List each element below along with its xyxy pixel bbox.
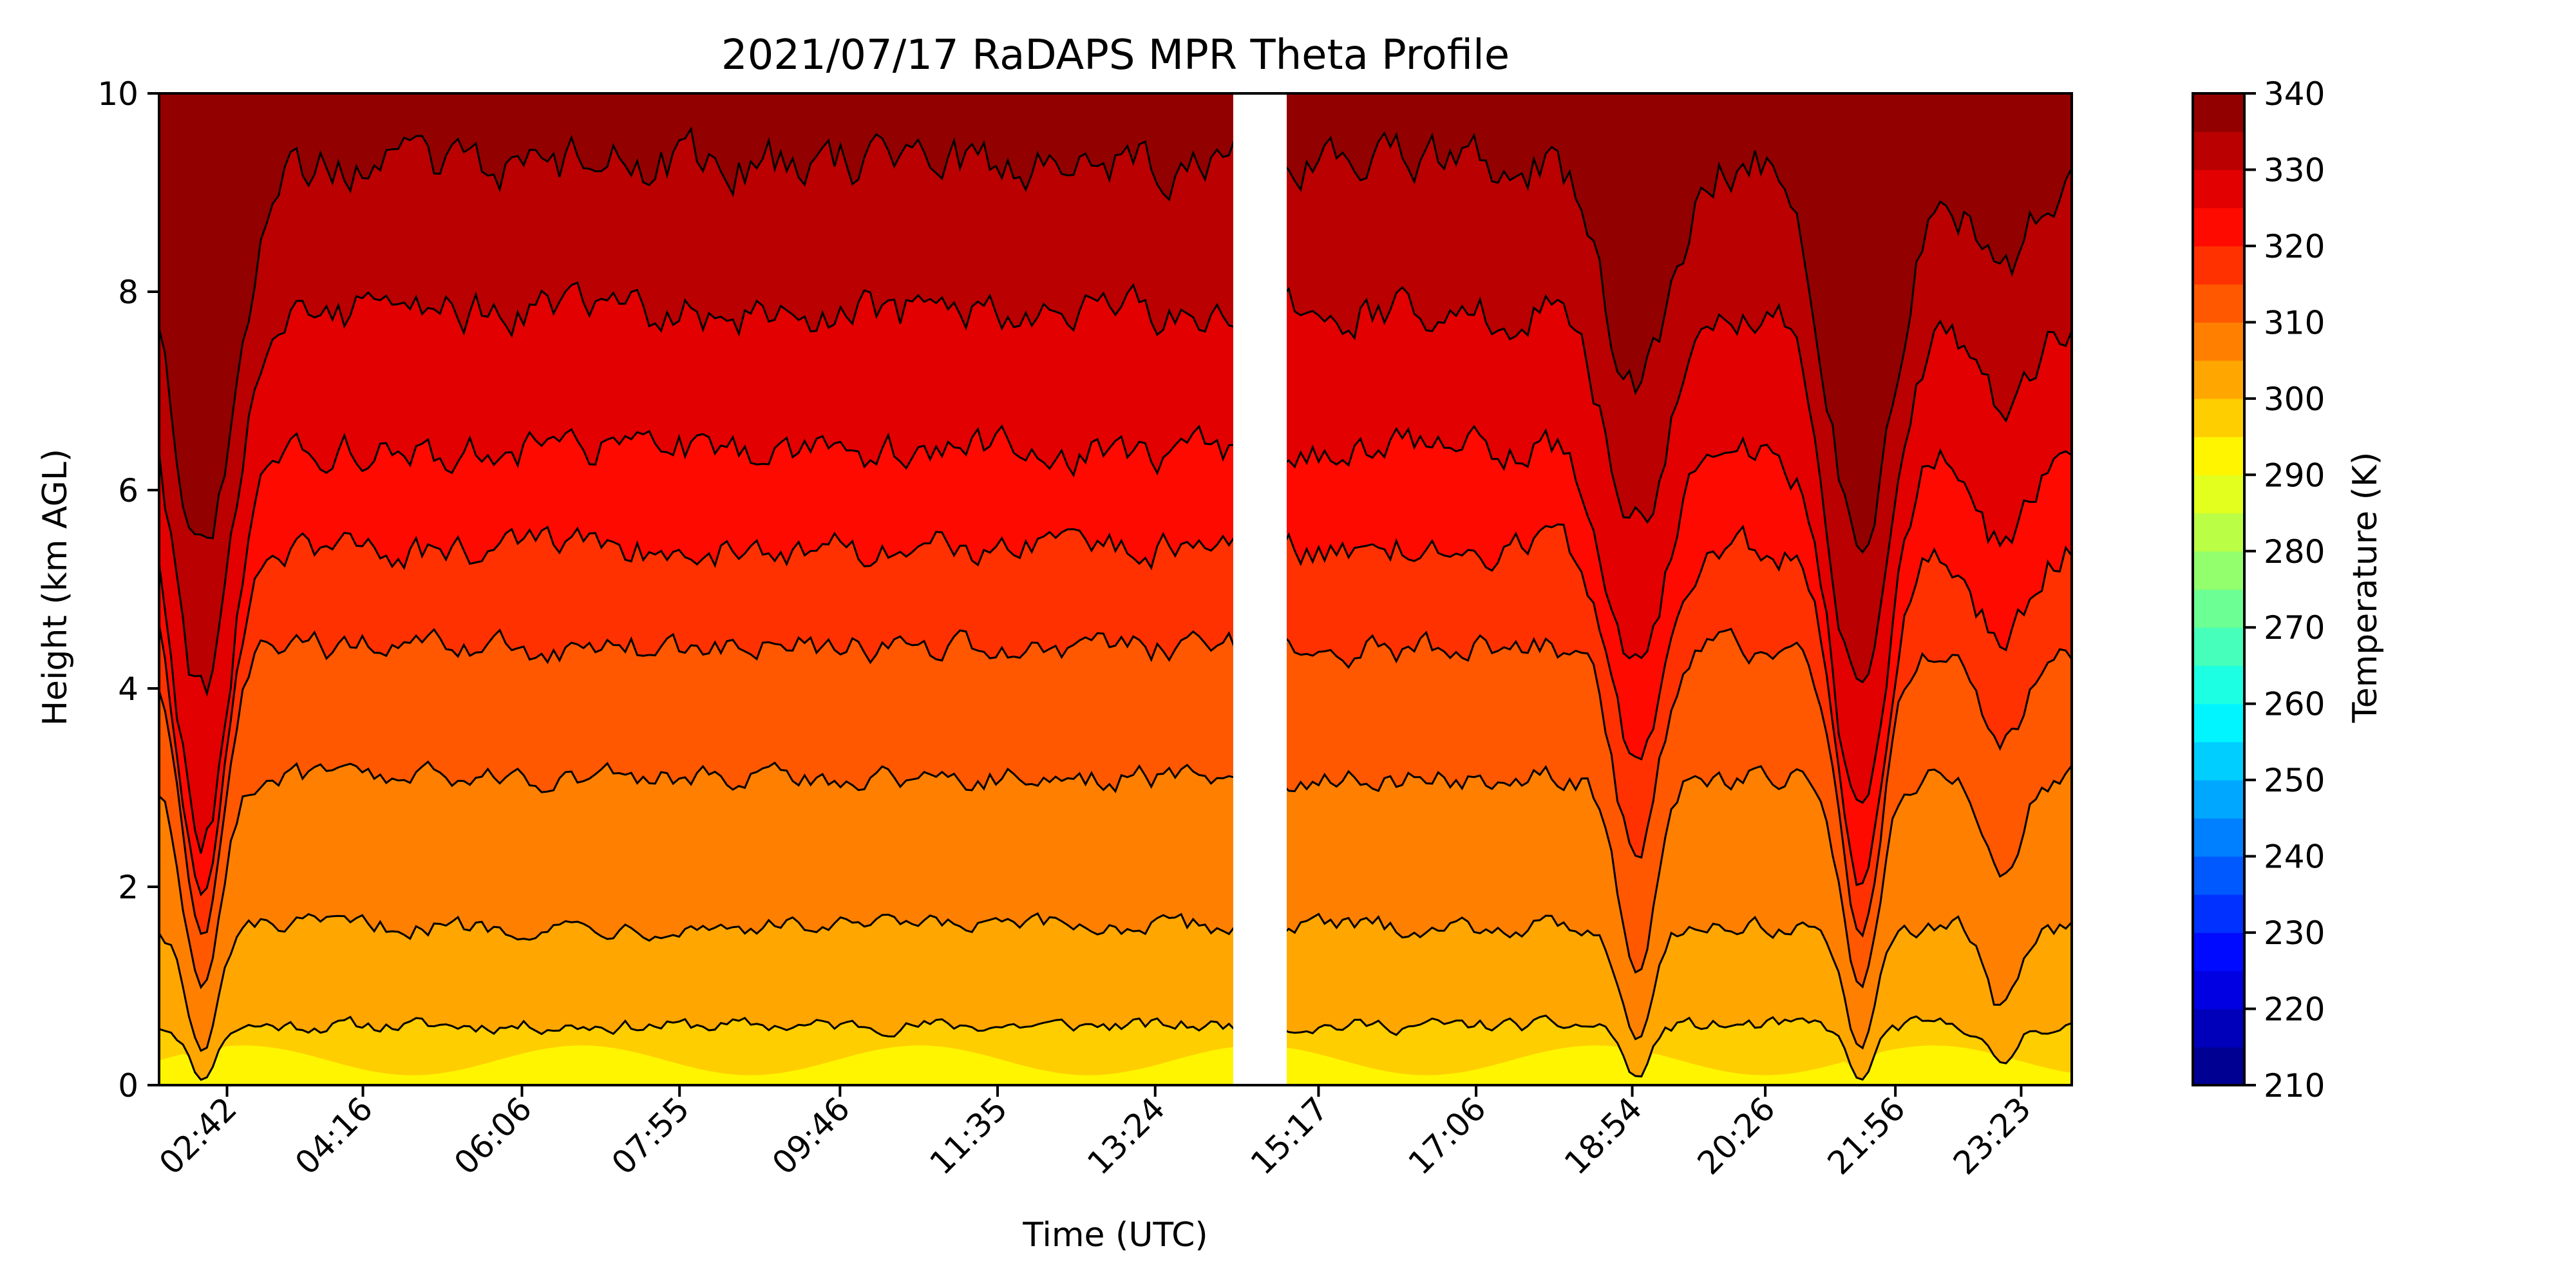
y-tick-label: 0 — [118, 1067, 138, 1104]
y-tick-label: 6 — [118, 472, 138, 509]
y-axis-ticks: 0 2 4 6 8 10 — [97, 75, 159, 1104]
x-axis-label: Time (UTC) — [1022, 1216, 1208, 1255]
colorbar-segment — [2193, 475, 2244, 514]
colorbar-segment — [2193, 1046, 2244, 1086]
colorbar-segment — [2193, 589, 2244, 628]
y-axis-label: Height (km AGL) — [36, 449, 75, 726]
colorbar-tick-label: 340 — [2264, 75, 2325, 113]
colorbar-tick-label: 280 — [2264, 533, 2325, 571]
data-gap-layer — [1233, 93, 1287, 1085]
colorbar-tick-label: 300 — [2264, 381, 2325, 418]
chart-title: 2021/07/17 RaDAPS MPR Theta Profile — [721, 32, 1510, 79]
colorbar-tick-label: 220 — [2264, 991, 2325, 1028]
contour-line-330 — [159, 281, 2072, 697]
plot-frame — [158, 92, 2073, 1086]
colorbar-frame — [2192, 92, 2246, 1086]
colorbar-tick-label: 310 — [2264, 304, 2325, 341]
contour-line-305 — [159, 912, 2072, 1052]
colorbar-segment — [2193, 398, 2244, 437]
colorbar-segment — [2193, 207, 2244, 247]
colorbar: 210 220 230 240 250 260 270 280 290 300 310 320 330 3… — [2192, 75, 2325, 1104]
colorbar-tick-label: 210 — [2264, 1067, 2325, 1104]
colorbar-tick-label: 290 — [2264, 457, 2325, 494]
colorbar-segment — [2193, 971, 2244, 1010]
colorbar-segment — [2193, 741, 2244, 781]
colorbar-tick-label: 270 — [2264, 609, 2325, 647]
contour-line-315 — [159, 627, 2072, 938]
contour-lines — [159, 126, 2072, 1081]
colorbar-segment — [2193, 665, 2244, 705]
colorbar-segment — [2193, 245, 2244, 285]
y-tick-label: 8 — [118, 274, 138, 311]
colorbar-segment — [2193, 93, 2244, 132]
colorbar-segment — [2193, 437, 2244, 475]
colorbar-segment — [2193, 818, 2244, 857]
colorbar-tick-label: 240 — [2264, 838, 2325, 876]
band-surface — [159, 1045, 2072, 1085]
contour-line-300 — [159, 1014, 2072, 1081]
colorbar-tick-label: 330 — [2264, 151, 2325, 189]
contour-line-310 — [159, 760, 2072, 990]
colorbar-segment — [2193, 780, 2244, 819]
colorbar-segment — [2193, 322, 2244, 361]
plot-area — [159, 93, 2072, 1085]
colorbar-segment — [2193, 703, 2244, 743]
colorbar-segment — [2193, 1009, 2244, 1048]
y-tick-label: 4 — [118, 670, 138, 708]
colorbar-segment — [2193, 284, 2244, 323]
colorbar-label: Temperature (K) — [2346, 452, 2385, 724]
colorbar-tick-label: 250 — [2264, 762, 2325, 799]
colorbar-segment — [2193, 131, 2244, 171]
y-tick-label: 2 — [118, 869, 138, 906]
colorbar-segment — [2193, 513, 2244, 552]
colorbar-tick-label: 260 — [2264, 686, 2325, 723]
colorbar-segment — [2193, 627, 2244, 667]
colorbar-segment — [2193, 360, 2244, 399]
colorbar-tick-label: 320 — [2264, 228, 2325, 265]
contour-line-325 — [159, 424, 2072, 854]
colorbar-segment — [2193, 856, 2244, 895]
colorbar-segment — [2193, 894, 2244, 933]
contour-line-335 — [159, 126, 2072, 554]
colorbar-tick-label: 230 — [2264, 914, 2325, 952]
contour-line-320 — [159, 523, 2072, 896]
data-gap — [1233, 93, 1287, 1085]
colorbar-segment — [2193, 933, 2244, 971]
colorbar-segment — [2193, 551, 2244, 590]
y-tick-label: 10 — [97, 75, 138, 113]
colorbar-segment — [2193, 169, 2244, 209]
